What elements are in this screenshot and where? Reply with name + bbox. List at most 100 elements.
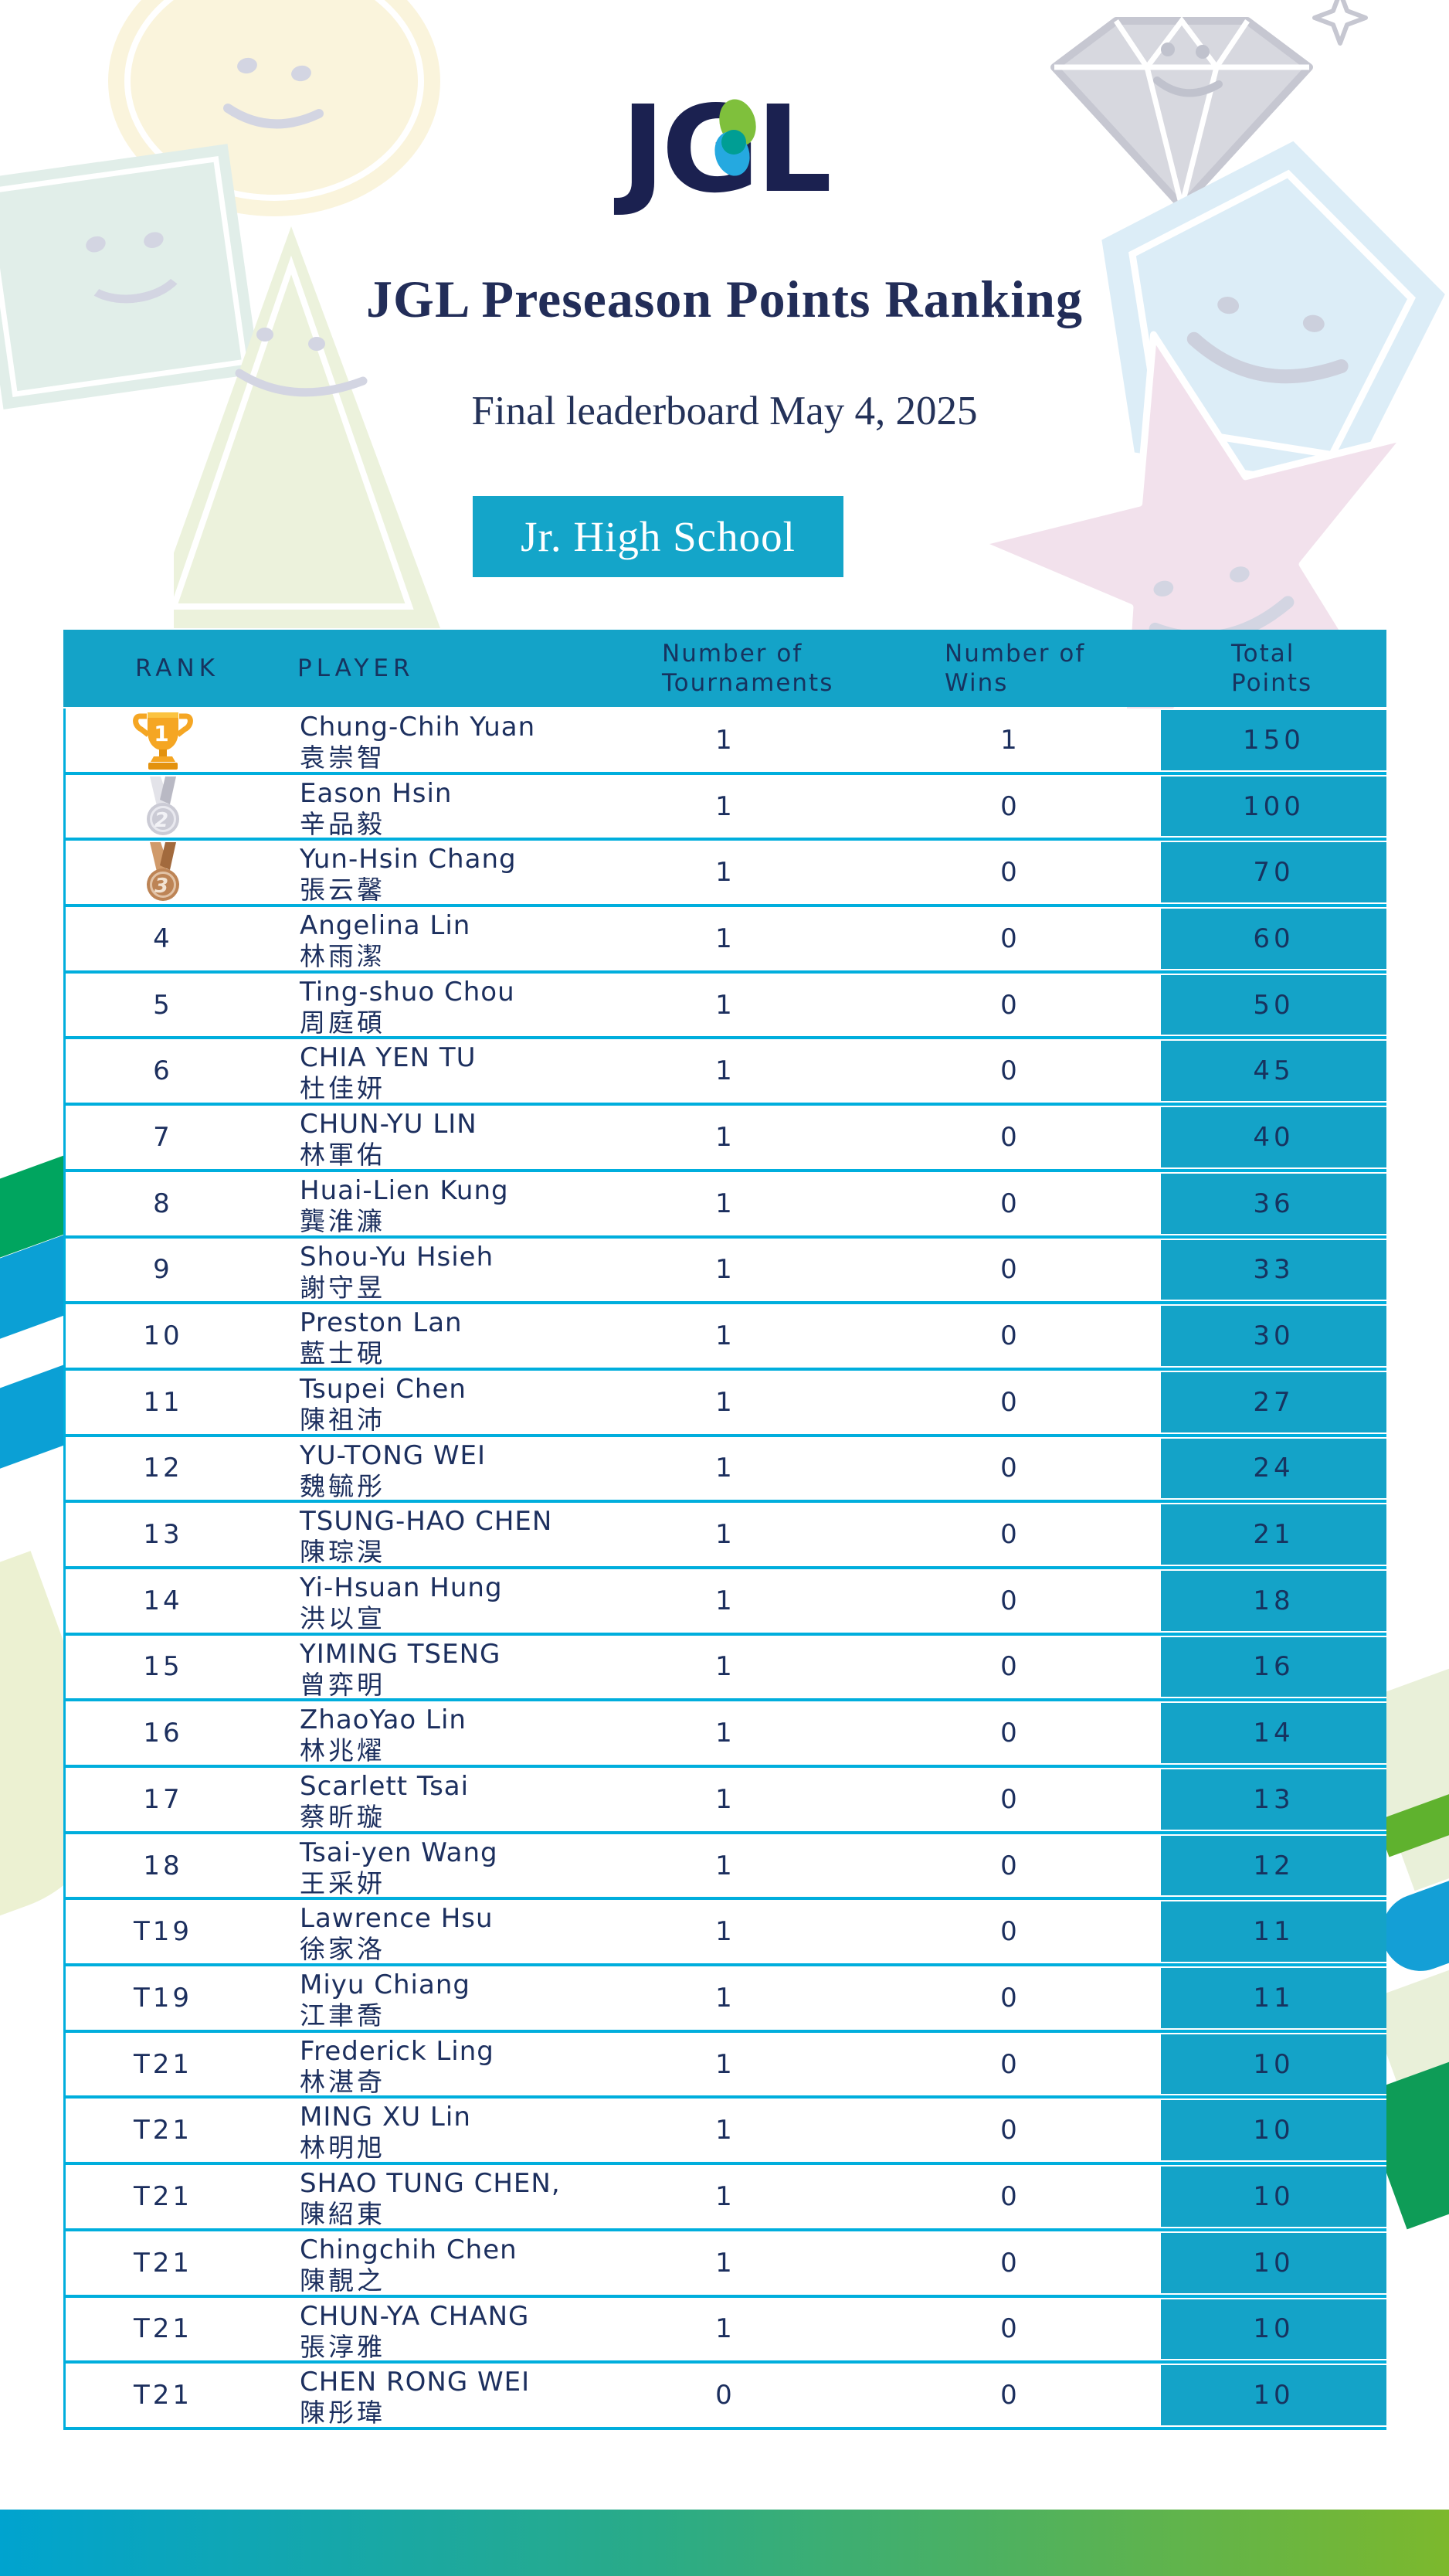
wins-cell: 0	[1000, 1188, 1019, 1219]
rank-cell: 1	[66, 709, 260, 772]
table-row: 6 CHIA YEN TU 杜佳妍 1 0 45	[66, 1039, 1386, 1106]
total-points-cell: 10	[1161, 2365, 1386, 2425]
wins-cell: 0	[1000, 2313, 1019, 2345]
column-header-rank: RANK	[63, 654, 291, 683]
player-name-zh: 王采妍	[300, 1867, 385, 1898]
player-name-en: Tsai-yen Wang	[300, 1837, 498, 1868]
player-name-en: Frederick Ling	[300, 2035, 494, 2067]
table-row: T21 SHAO TUNG CHEN, 陳紹東 1 0 10	[66, 2165, 1386, 2231]
player-name-zh: 徐家洛	[300, 1934, 385, 1965]
wins-cell: 0	[1000, 989, 1019, 1021]
wins-cell: 0	[1000, 1320, 1019, 1352]
player-name-en: Shou-Yu Hsieh	[300, 1241, 494, 1273]
player-cell: CHIA YEN TU 杜佳妍	[300, 1042, 477, 1103]
player-name-zh: 林明旭	[300, 2133, 385, 2163]
tournaments-cell: 1	[715, 1718, 734, 1749]
player-name-zh: 魏毓彤	[300, 1470, 385, 1501]
total-points-value: 36	[1253, 1188, 1295, 1219]
player-cell: MING XU Lin 林明旭	[300, 2102, 471, 2163]
tournaments-cell: 1	[715, 1850, 734, 1881]
total-points-value: 14	[1253, 1718, 1295, 1749]
tournaments-cell: 1	[715, 1188, 734, 1219]
rank-cell: T21	[133, 2180, 193, 2212]
player-cell: Huai-Lien Kung 龔淮濂	[300, 1175, 509, 1236]
total-points-cell: 27	[1161, 1371, 1386, 1432]
player-cell: YIMING TSENG 曾弈明	[300, 1639, 501, 1700]
table-row: 16 ZhaoYao Lin 林兆燿 1 0 14	[66, 1701, 1386, 1768]
total-points-value: 13	[1253, 1783, 1295, 1815]
player-name-en: YU-TONG WEI	[300, 1439, 487, 1471]
table-body: 1 Chung-Chih Yuan 袁崇智 1 1 150 2 Eason Hsin 辛品毅 1 0…	[63, 709, 1386, 2430]
wins-cell: 0	[1000, 1055, 1019, 1087]
rank-cell: 7	[153, 1121, 173, 1153]
player-cell: Lawrence Hsu 徐家洛	[300, 1903, 494, 1964]
total-points-cell: 10	[1161, 2100, 1386, 2161]
player-name-zh: 蔡昕璇	[300, 1802, 385, 1832]
total-points-cell: 11	[1161, 1901, 1386, 1963]
column-header-line: Tournaments	[662, 669, 834, 697]
table-row: T21 CHEN RONG WEI 陳彤瑋 0 0 10	[66, 2364, 1386, 2430]
table-row: 5 Ting-shuo Chou 周庭碩 1 0 50	[66, 973, 1386, 1040]
total-points-cell: 10	[1161, 2232, 1386, 2293]
rank-cell: 18	[143, 1850, 183, 1881]
tournaments-cell: 1	[715, 923, 734, 954]
player-name-en: CHUN-YU LIN	[300, 1109, 477, 1140]
svg-text:2: 2	[154, 809, 171, 832]
column-header-tournaments: Number of Tournaments	[662, 639, 833, 698]
table-row: 14 Yi-Hsuan Hung 洪以宣 1 0 18	[66, 1568, 1386, 1636]
column-header-line: PLAYER	[297, 654, 415, 682]
total-points-value: 11	[1253, 1982, 1295, 2014]
tournaments-cell: 1	[715, 2180, 734, 2212]
player-name-zh: 洪以宣	[300, 1602, 385, 1633]
tournaments-cell: 1	[715, 1783, 734, 1815]
total-points-cell: 10	[1161, 2299, 1386, 2360]
rank-cell: 11	[143, 1386, 183, 1418]
total-points-cell: 100	[1161, 776, 1386, 837]
tournaments-cell: 1	[715, 1916, 734, 1948]
player-name-en: Yi-Hsuan Hung	[300, 1572, 503, 1603]
wins-cell: 0	[1000, 2180, 1019, 2212]
player-name-zh: 張云馨	[300, 875, 385, 906]
total-points-value: 40	[1253, 1121, 1295, 1153]
rank-cell: T21	[133, 2048, 193, 2080]
total-points-cell: 10	[1161, 2034, 1386, 2095]
table-row: T21 MING XU Lin 林明旭 1 0 10	[66, 2099, 1386, 2166]
wins-cell: 0	[1000, 1916, 1019, 1948]
rank-cell: T21	[133, 2115, 193, 2146]
table-row: 4 Angelina Lin 林雨潔 1 0 60	[66, 907, 1386, 974]
player-name-en: Yun-Hsin Chang	[300, 844, 517, 875]
total-points-value: 12	[1253, 1850, 1295, 1881]
wins-cell: 0	[1000, 1453, 1019, 1484]
player-name-zh: 陳彤瑋	[300, 2398, 385, 2428]
player-name-en: Eason Hsin	[300, 777, 453, 809]
player-cell: Scarlett Tsai 蔡昕璇	[300, 1771, 469, 1832]
total-points-value: 10	[1253, 2180, 1295, 2212]
player-name-zh: 謝守昱	[300, 1272, 385, 1303]
table-row: T21 CHUN-YA CHANG 張淳雅 1 0 10	[66, 2297, 1386, 2364]
player-cell: YU-TONG WEI 魏毓彤	[300, 1440, 486, 1501]
rank-cell: 17	[143, 1783, 183, 1815]
player-name-zh: 杜佳妍	[300, 1073, 385, 1104]
rank-cell: 2	[66, 775, 260, 838]
player-cell: CHUN-YA CHANG 張淳雅	[300, 2301, 529, 2362]
rank-cell: T21	[133, 2313, 193, 2345]
rank-cell: T19	[133, 1982, 193, 2014]
player-name-zh: 陳紹東	[300, 2199, 385, 2230]
player-name-en: Scarlett Tsai	[300, 1771, 470, 1802]
table-row: 7 CHUN-YU LIN 林軍佑 1 0 40	[66, 1106, 1386, 1172]
column-header-line: Number of	[662, 640, 803, 668]
player-cell: Angelina Lin 林雨潔	[300, 910, 470, 971]
division-banner: Jr. High School	[473, 496, 843, 577]
leaderboard-table: RANK PLAYER Number of Tournaments Number of W…	[63, 630, 1386, 2430]
rank-cell: 14	[143, 1585, 183, 1616]
total-points-cell: 45	[1161, 1041, 1386, 1102]
page-title: JGL Preseason Points Ranking	[366, 270, 1083, 328]
eye-icon	[83, 233, 108, 255]
player-name-zh: 林軍佑	[300, 1140, 385, 1171]
tournaments-cell: 1	[715, 1519, 734, 1551]
rank-cell: 10	[143, 1320, 183, 1352]
total-points-cell: 30	[1161, 1306, 1386, 1366]
player-cell: Yi-Hsuan Hung 洪以宣	[300, 1572, 503, 1633]
total-points-value: 60	[1253, 923, 1295, 954]
eye-icon	[141, 229, 166, 251]
